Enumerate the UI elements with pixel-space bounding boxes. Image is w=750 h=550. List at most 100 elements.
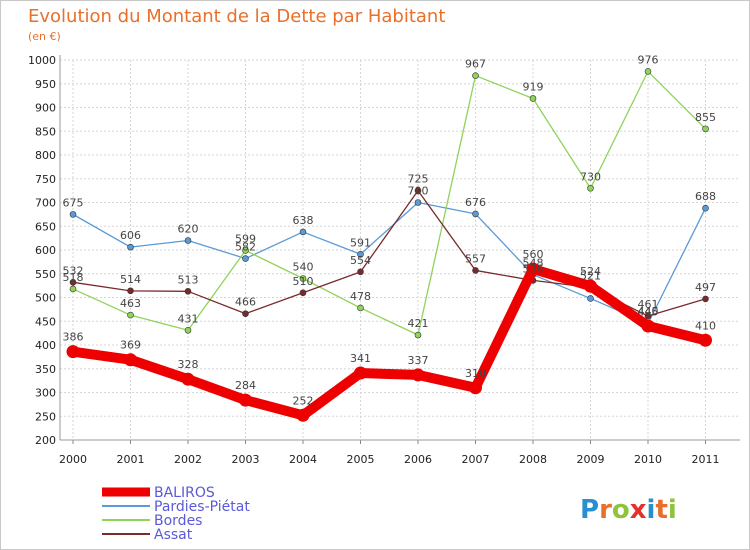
brand-letter: P xyxy=(580,495,599,525)
data-point xyxy=(472,267,479,274)
x-tick-label: 2010 xyxy=(634,453,662,466)
data-label: 557 xyxy=(465,252,486,265)
data-label: 514 xyxy=(120,273,141,286)
data-point xyxy=(242,247,249,254)
data-point xyxy=(472,72,479,79)
data-label: 463 xyxy=(120,297,141,310)
data-label: 410 xyxy=(695,319,716,332)
y-tick-label: 200 xyxy=(35,434,56,447)
data-point xyxy=(644,312,652,320)
data-point xyxy=(296,408,310,422)
y-tick-label: 1000 xyxy=(28,54,56,67)
data-label: 620 xyxy=(178,223,199,236)
data-label: 599 xyxy=(235,232,256,245)
data-point xyxy=(66,345,80,359)
data-label: 591 xyxy=(350,236,371,249)
series-lines xyxy=(66,68,712,422)
data-point xyxy=(472,210,479,218)
y-tick-label: 300 xyxy=(35,387,56,400)
data-point xyxy=(644,68,652,75)
data-point xyxy=(127,287,134,295)
series-line xyxy=(68,264,711,421)
data-point xyxy=(702,204,709,212)
data-point xyxy=(124,353,137,367)
brand-letter: i xyxy=(647,495,656,525)
data-label: 675 xyxy=(63,196,84,209)
data-point xyxy=(584,279,597,293)
data-label: 310 xyxy=(465,367,486,380)
data-label: 518 xyxy=(63,271,84,284)
data-point xyxy=(184,288,192,295)
data-label: 521 xyxy=(580,270,601,283)
data-point xyxy=(127,311,134,319)
data-point xyxy=(414,199,422,206)
data-point xyxy=(414,187,422,194)
data-point xyxy=(587,295,594,302)
chart-subtitle: (en €) xyxy=(28,30,61,43)
data-point xyxy=(469,381,482,395)
data-label: 730 xyxy=(580,170,601,183)
data-label: 440 xyxy=(638,305,659,318)
data-point xyxy=(357,268,364,276)
data-label: 461 xyxy=(638,298,659,311)
y-tick-label: 800 xyxy=(35,149,56,162)
x-tick-label: 2007 xyxy=(462,453,490,466)
data-label: 606 xyxy=(120,229,141,242)
data-label: 513 xyxy=(178,273,199,286)
x-tick-label: 2002 xyxy=(174,453,202,466)
data-point xyxy=(702,125,709,133)
data-label: 532 xyxy=(63,264,84,277)
data-label: 497 xyxy=(695,281,716,294)
data-point xyxy=(529,95,537,102)
series-line xyxy=(72,70,707,336)
x-tick-label: 2011 xyxy=(692,453,720,466)
y-tick-label: 900 xyxy=(35,102,56,115)
chart-title: Evolution du Montant de la Dette par Hab… xyxy=(28,6,445,27)
brand-letter: r xyxy=(599,495,612,525)
data-point xyxy=(702,295,709,303)
x-tick-label: 2008 xyxy=(519,453,547,466)
brand-letter: i xyxy=(668,495,677,525)
data-point xyxy=(299,275,307,282)
x-tick-label: 2006 xyxy=(404,453,432,466)
y-tick-label: 400 xyxy=(35,339,56,352)
data-point xyxy=(299,228,307,236)
data-labels: 675 606 620 582 638 591 700 676 548 445 688 518 463 4… xyxy=(63,53,717,407)
y-tick-label: 950 xyxy=(35,78,56,91)
data-label: 638 xyxy=(293,214,314,227)
grid xyxy=(60,59,740,441)
x-tick-label: 2001 xyxy=(117,453,145,466)
y-tick-label: 850 xyxy=(35,125,56,138)
data-label: 976 xyxy=(638,53,659,66)
data-point xyxy=(69,211,77,218)
y-tick-label: 750 xyxy=(35,173,56,186)
data-label: 337 xyxy=(408,354,429,367)
data-point xyxy=(239,393,252,407)
data-label: 560 xyxy=(523,248,544,261)
brand-letter: x xyxy=(630,495,647,525)
data-point xyxy=(357,250,364,258)
x-tick-label: 2009 xyxy=(577,453,605,466)
data-label: 540 xyxy=(293,261,314,274)
data-point xyxy=(357,304,364,312)
data-label: 328 xyxy=(178,358,199,371)
y-tick-label: 450 xyxy=(35,315,56,328)
brand-logo: Proxiti xyxy=(580,495,677,525)
data-label: 386 xyxy=(63,331,84,344)
data-label: 524 xyxy=(580,265,601,278)
data-point xyxy=(411,368,425,382)
data-point xyxy=(242,255,249,262)
data-point xyxy=(414,331,422,339)
data-label: 548 xyxy=(523,257,544,270)
brand-name: Proxiti xyxy=(580,495,677,525)
data-label: 341 xyxy=(350,352,371,365)
data-label: 252 xyxy=(293,394,314,407)
data-label: 536 xyxy=(523,262,544,275)
data-label: 855 xyxy=(695,111,716,124)
data-label: 700 xyxy=(408,185,429,198)
data-point xyxy=(641,319,655,333)
legend-label: Pardies-Piétat xyxy=(154,499,250,515)
legend-label: Bordes xyxy=(154,513,202,529)
series-line xyxy=(72,201,707,325)
